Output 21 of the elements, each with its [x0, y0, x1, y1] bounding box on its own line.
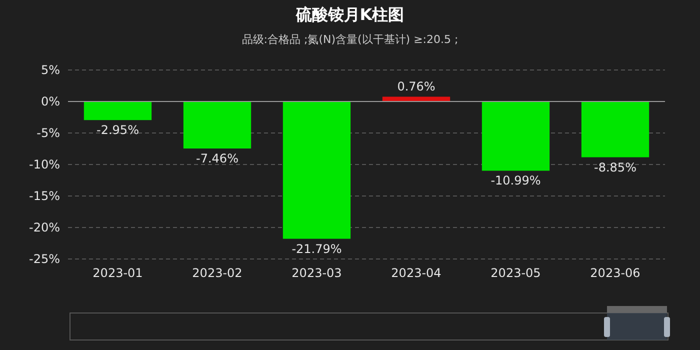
x-tick-label: 2023-01: [92, 266, 143, 280]
y-tick-label: -10%: [28, 158, 60, 172]
y-tick-label: -20%: [28, 220, 60, 234]
x-tick-label: 2023-05: [490, 266, 541, 280]
data-label: -8.85%: [594, 160, 636, 174]
data-label: -10.99%: [490, 174, 541, 188]
y-tick-label: -5%: [36, 126, 60, 140]
x-tick-label: 2023-06: [590, 266, 640, 280]
data-label: -2.95%: [96, 123, 139, 138]
data-label: 0.76%: [397, 80, 436, 94]
x-tick-label: 2023-02: [192, 266, 242, 280]
x-tick-label: 2023-04: [391, 266, 442, 280]
chart-title: 硫酸铵月K柱图: [294, 5, 404, 24]
chart-subtitle: 品级:合格品 ;氮(N)含量(以干基计) ≥:20.5 ;: [242, 33, 458, 46]
y-tick-label: 0%: [40, 94, 60, 108]
y-tick-label: 5%: [40, 63, 60, 77]
y-tick-label: -15%: [28, 189, 60, 203]
data-label: -21.79%: [292, 242, 342, 256]
y-tick-label: -25%: [28, 252, 60, 266]
data-label: -7.46%: [196, 152, 238, 166]
x-tick-label: 2023-03: [292, 266, 342, 280]
